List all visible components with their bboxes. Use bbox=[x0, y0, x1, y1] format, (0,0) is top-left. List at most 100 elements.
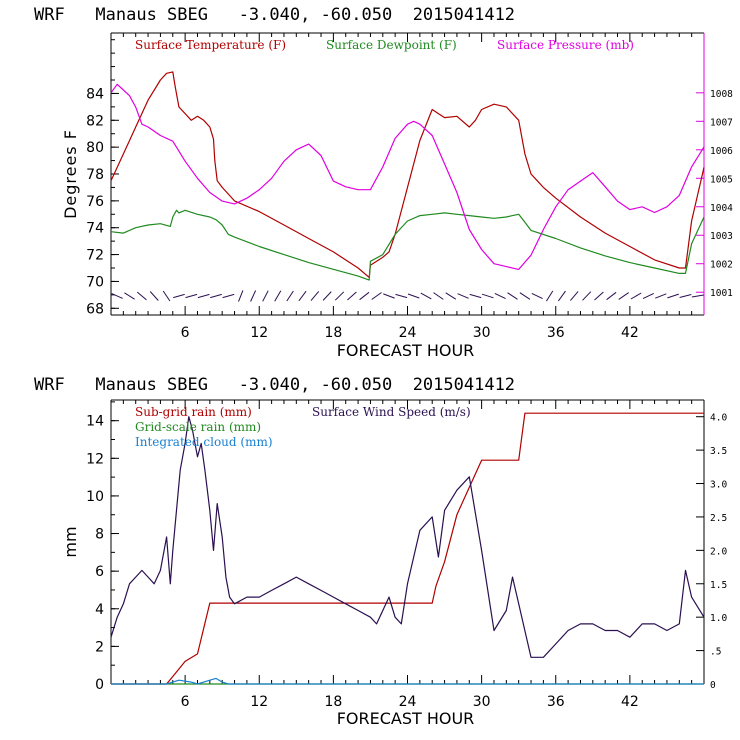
integrated-cloud-line bbox=[111, 677, 704, 685]
wind-barb bbox=[173, 293, 185, 299]
wind-barb bbox=[420, 292, 432, 300]
y2-tick-label: 1.0 bbox=[710, 613, 727, 624]
y2-tick-label: 0 bbox=[710, 680, 716, 691]
wind-barb bbox=[347, 291, 357, 301]
legend-entry: Sub-grid rain (mm) bbox=[135, 405, 252, 419]
y-tick-label: 78 bbox=[86, 167, 104, 183]
y2-tick-label: 1004 bbox=[710, 203, 733, 214]
wind-barb bbox=[507, 292, 518, 300]
y-axis-label: mm bbox=[61, 526, 80, 557]
legend-entry: Integrated cloud (mm) bbox=[135, 435, 273, 449]
wind-barb bbox=[667, 293, 679, 299]
wind-barb bbox=[630, 292, 642, 300]
y-tick-label: 70 bbox=[86, 274, 104, 290]
x-tick-label: 18 bbox=[324, 325, 342, 341]
y-tick-label: 2 bbox=[95, 639, 104, 655]
y-tick-label: 84 bbox=[86, 86, 104, 102]
y2-tick-label: .5 bbox=[710, 647, 721, 658]
pressure-line bbox=[110, 83, 705, 270]
wind-barb bbox=[395, 293, 408, 299]
x-tick-label: 24 bbox=[399, 325, 417, 341]
wind-barb bbox=[531, 292, 543, 300]
wind-barb bbox=[124, 292, 135, 300]
y-tick-label: 6 bbox=[95, 564, 104, 580]
subgrid-rain-line bbox=[111, 412, 704, 685]
x-tick-label: 18 bbox=[324, 694, 342, 710]
x-tick-label: 42 bbox=[621, 325, 639, 341]
wind-barb bbox=[691, 294, 704, 298]
wind-barb bbox=[457, 293, 469, 299]
wind-barb bbox=[136, 291, 147, 301]
legend-entry: Grid-scale rain (mm) bbox=[135, 420, 261, 434]
wind-barb bbox=[594, 291, 604, 301]
y-tick-label: 72 bbox=[86, 248, 104, 264]
y2-tick-label: 1008 bbox=[710, 89, 733, 100]
wind-barb bbox=[433, 292, 444, 300]
wind-barb bbox=[334, 291, 345, 301]
x-tick-label: 30 bbox=[473, 694, 491, 710]
y-tick-label: 74 bbox=[86, 221, 104, 237]
y2-tick-label: 3.0 bbox=[710, 480, 727, 491]
wind-barb bbox=[618, 292, 629, 300]
wind-barb bbox=[322, 291, 332, 301]
wind-barbs bbox=[111, 290, 704, 302]
chart-panel-1: WRF Manaus SBEG -3.040, -60.050 20150414… bbox=[34, 5, 733, 360]
wind-barb bbox=[469, 293, 482, 299]
wind-barb bbox=[149, 291, 159, 301]
legend-entry: Surface Pressure (mb) bbox=[497, 38, 634, 52]
chart-title: WRF Manaus SBEG -3.040, -60.050 20150414… bbox=[34, 5, 515, 25]
wind-barb bbox=[274, 290, 282, 302]
wind-barb bbox=[582, 291, 592, 301]
x-tick-label: 12 bbox=[250, 325, 268, 341]
wind-barb bbox=[570, 291, 579, 301]
wind-barb bbox=[222, 293, 235, 299]
y2-tick-label: 2.5 bbox=[710, 513, 727, 524]
y2-tick-label: 1007 bbox=[710, 117, 733, 128]
wind-barb bbox=[310, 291, 320, 301]
wind-barb bbox=[359, 291, 370, 301]
wind-barb bbox=[557, 290, 566, 302]
wind-barb bbox=[679, 294, 692, 298]
x-tick-label: 36 bbox=[547, 694, 565, 710]
y-tick-label: 4 bbox=[95, 602, 104, 618]
wind-barb bbox=[185, 293, 198, 299]
y-axis-label: Degrees F bbox=[61, 129, 80, 219]
wind-barb bbox=[262, 290, 269, 302]
y2-tick-label: 1006 bbox=[710, 146, 733, 157]
x-axis-label: FORECAST HOUR bbox=[337, 341, 475, 360]
wind-barb bbox=[655, 293, 667, 299]
y2-tick-label: 2.0 bbox=[710, 546, 727, 557]
y2-tick-label: 1005 bbox=[710, 174, 733, 185]
legend-entry: Surface Dewpoint (F) bbox=[326, 38, 457, 52]
y-tick-label: 80 bbox=[86, 140, 104, 156]
wind-speed-line bbox=[110, 416, 705, 658]
wind-barb bbox=[642, 292, 655, 300]
wind-barb bbox=[210, 293, 222, 299]
x-tick-label: 24 bbox=[399, 694, 417, 710]
dewpoint-line bbox=[110, 209, 705, 281]
y-tick-label: 76 bbox=[86, 194, 104, 210]
wind-barb bbox=[238, 290, 244, 302]
y2-tick-label: 1003 bbox=[710, 231, 733, 242]
x-tick-label: 12 bbox=[250, 694, 268, 710]
legend-entry: Surface Temperature (F) bbox=[135, 38, 286, 52]
y2-tick-label: 1001 bbox=[710, 288, 733, 299]
y2-tick-label: 1002 bbox=[710, 260, 733, 271]
wind-barb bbox=[407, 293, 420, 299]
x-axis-label: FORECAST HOUR bbox=[337, 709, 475, 728]
y2-tick-label: 3.5 bbox=[710, 446, 727, 457]
wind-barb bbox=[371, 292, 382, 300]
chart-title: WRF Manaus SBEG -3.040, -60.050 20150414… bbox=[34, 375, 515, 395]
wind-barb bbox=[519, 292, 531, 300]
wind-barb bbox=[445, 292, 457, 300]
wind-barb bbox=[545, 290, 554, 302]
y-tick-label: 0 bbox=[95, 677, 104, 693]
wind-barb bbox=[494, 292, 506, 300]
x-tick-label: 42 bbox=[621, 694, 639, 710]
y-tick-label: 8 bbox=[95, 527, 104, 543]
wind-barb bbox=[298, 290, 307, 302]
wind-barb bbox=[286, 290, 294, 302]
wind-barb bbox=[162, 290, 171, 302]
legend-entry: Surface Wind Speed (m/s) bbox=[312, 405, 471, 419]
